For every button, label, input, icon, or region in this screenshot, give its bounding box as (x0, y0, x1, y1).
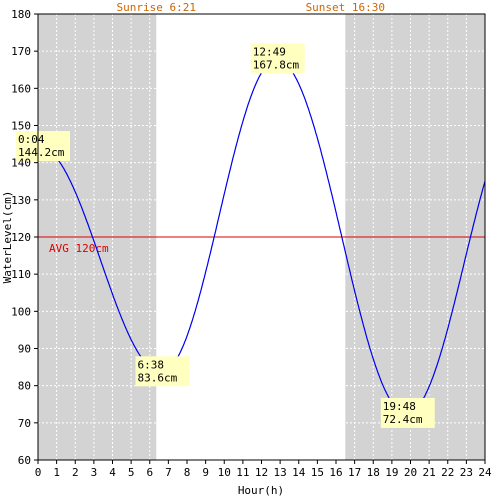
x-tick-label: 12 (255, 466, 268, 479)
x-tick-label: 22 (441, 466, 454, 479)
y-axis-title: WaterLevel(cm) (1, 191, 14, 284)
x-tick-label: 23 (460, 466, 473, 479)
x-tick-label: 17 (348, 466, 361, 479)
x-tick-label: 15 (311, 466, 324, 479)
x-tick-label: 24 (478, 466, 492, 479)
x-tick-label: 3 (91, 466, 98, 479)
y-tick-label: 110 (11, 268, 31, 281)
sunrise-label: Sunrise 6:21 (117, 1, 196, 14)
x-tick-label: 14 (292, 466, 306, 479)
annotation-box (135, 356, 190, 387)
x-tick-label: 21 (423, 466, 436, 479)
x-tick-label: 19 (385, 466, 398, 479)
y-tick-label: 70 (18, 417, 31, 430)
x-tick-label: 18 (367, 466, 380, 479)
annotation-level: 83.6cm (138, 371, 178, 384)
y-tick-label: 100 (11, 305, 31, 318)
y-tick-label: 120 (11, 231, 31, 244)
y-tick-label: 180 (11, 8, 31, 21)
y-tick-label: 170 (11, 45, 31, 58)
annotation-box (250, 43, 305, 74)
annotation-level: 72.4cm (383, 413, 423, 426)
annotation-time: 19:48 (383, 400, 416, 413)
y-tick-label: 140 (11, 157, 31, 170)
x-tick-label: 20 (404, 466, 417, 479)
x-tick-label: 9 (202, 466, 209, 479)
y-tick-label: 60 (18, 454, 31, 467)
x-tick-label: 7 (165, 466, 172, 479)
annotation-level: 167.8cm (253, 58, 300, 71)
x-tick-label: 16 (329, 466, 342, 479)
x-tick-label: 6 (146, 466, 153, 479)
y-tick-label: 150 (11, 120, 31, 133)
axes (34, 13, 486, 464)
x-axis-title: Hour(h) (238, 484, 284, 497)
x-tick-label: 5 (128, 466, 135, 479)
y-tick-label: 90 (18, 343, 31, 356)
x-tick-label: 1 (53, 466, 60, 479)
x-tick-label: 11 (236, 466, 249, 479)
y-tick-label: 80 (18, 380, 31, 393)
average-label: AVG 120cm (49, 242, 109, 255)
x-tick-label: 2 (72, 466, 79, 479)
annotation-box (16, 131, 70, 162)
x-tick-label: 4 (109, 466, 116, 479)
annotation-time: 0:04 (18, 133, 45, 146)
x-tick-label: 8 (184, 466, 191, 479)
annotation-box (380, 397, 435, 428)
sunset-label: Sunset 16:30 (306, 1, 385, 14)
x-tick-label: 10 (218, 466, 231, 479)
y-tick-label: 160 (11, 82, 31, 95)
x-tick-label: 0 (35, 466, 42, 479)
average-line-group: AVG 120cm (38, 236, 485, 255)
x-tick-label: 13 (274, 466, 287, 479)
tick-labels: 0 1 2 3 4 5 6 7 8 9 10 11 12 13 14 15 16 17 18 19 20 21 22 23 24… (11, 8, 492, 479)
annotation-level: 144.2cm (18, 146, 65, 159)
y-tick-label: 130 (11, 194, 31, 207)
annotation-time: 12:49 (253, 45, 286, 58)
annotation-time: 6:38 (138, 358, 165, 371)
